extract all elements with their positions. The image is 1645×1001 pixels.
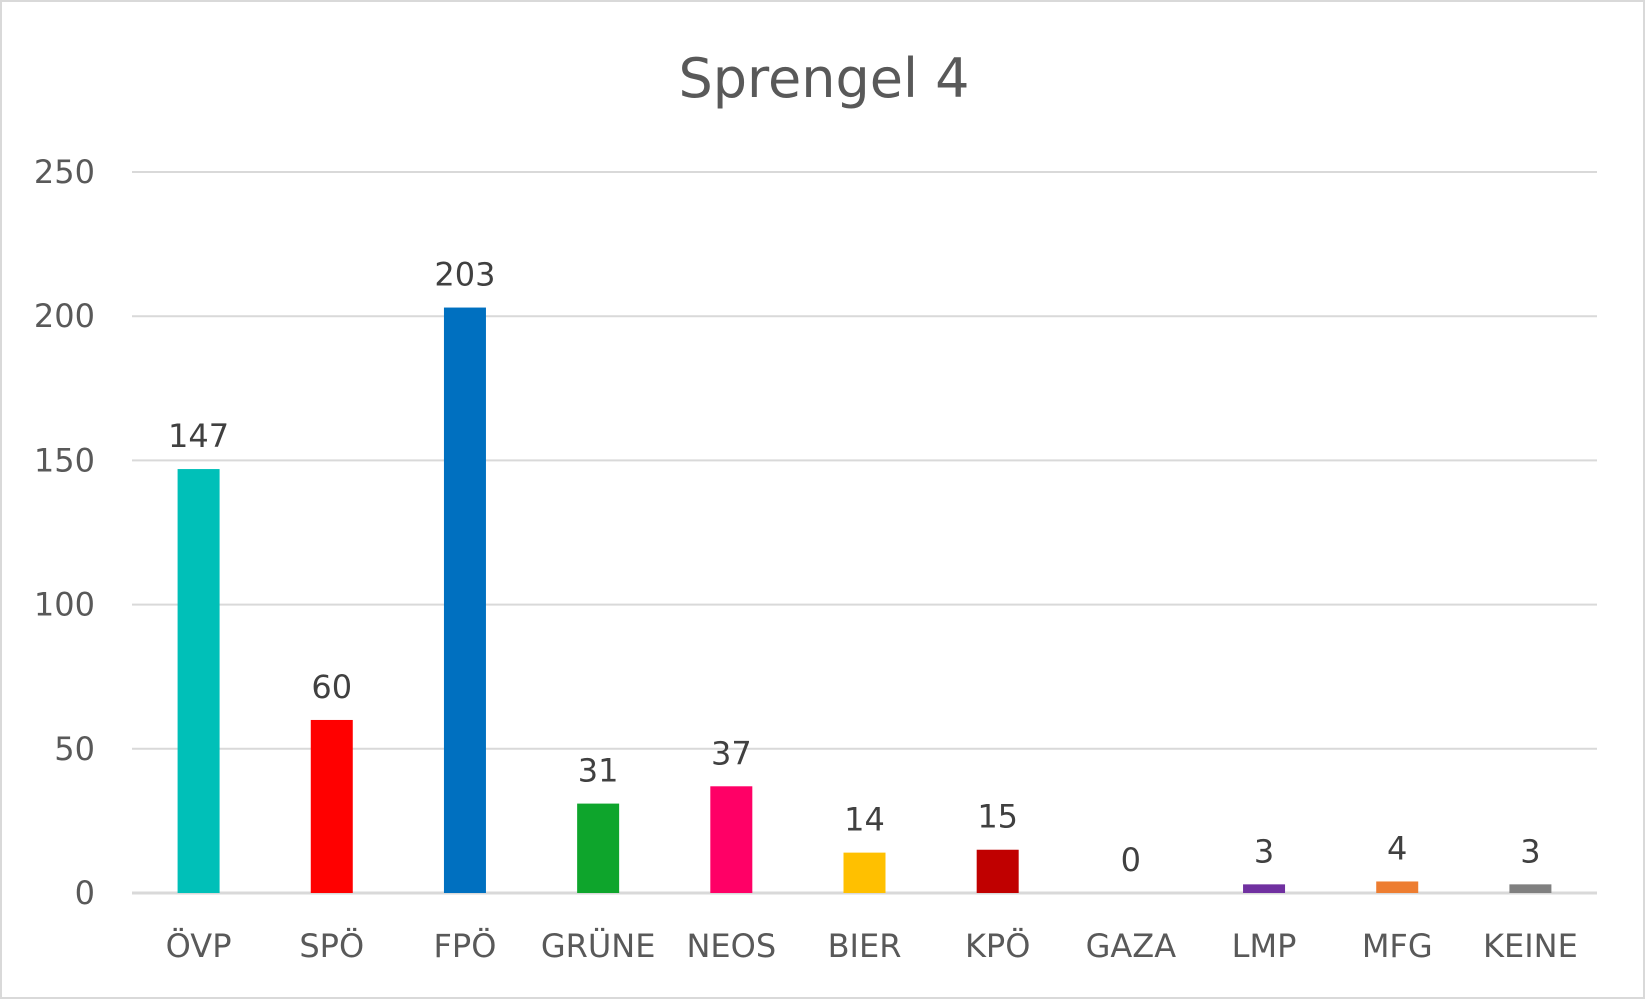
x-category-label: BIER <box>828 927 902 965</box>
x-category-label: NEOS <box>686 927 776 965</box>
gridlines <box>132 171 1597 895</box>
bar-bier <box>843 852 886 893</box>
data-labels: 147 60 203 31 37 14 15 0 3 4 3 <box>168 256 1541 879</box>
x-category-label: FPÖ <box>434 927 497 965</box>
chart-title: Sprengel 4 <box>678 47 969 110</box>
y-tick-label: 150 <box>34 441 95 479</box>
bar-grüne <box>577 803 620 893</box>
bars <box>177 307 1552 894</box>
bar-kpö <box>976 849 1019 893</box>
x-category-label: KEINE <box>1483 927 1578 965</box>
bar-neos <box>710 786 753 893</box>
data-label: 3 <box>1520 832 1540 870</box>
y-axis-ticks: 0 50 100 150 200 250 <box>34 153 95 912</box>
data-label: 31 <box>578 752 619 790</box>
x-category-label: ÖVP <box>166 927 232 965</box>
data-label: 147 <box>168 417 229 455</box>
x-category-label: GRÜNE <box>541 927 656 965</box>
data-label: 60 <box>311 668 352 706</box>
bar-mfg <box>1376 881 1419 893</box>
x-category-label: SPÖ <box>299 927 364 965</box>
x-category-label: GAZA <box>1086 927 1177 965</box>
y-tick-label: 0 <box>75 874 95 912</box>
y-tick-label: 250 <box>34 153 95 191</box>
bar-övp <box>177 469 220 893</box>
data-label: 0 <box>1121 841 1141 879</box>
data-label: 4 <box>1387 829 1407 867</box>
bar-lmp <box>1243 884 1286 893</box>
bar-keine <box>1509 884 1552 893</box>
bar-fpö <box>443 307 486 894</box>
x-category-label: MFG <box>1362 927 1433 965</box>
data-label: 37 <box>711 734 752 772</box>
y-tick-label: 200 <box>34 297 95 335</box>
x-category-label: LMP <box>1232 927 1297 965</box>
data-label: 15 <box>977 798 1018 836</box>
y-tick-label: 50 <box>54 730 95 768</box>
data-label: 3 <box>1254 832 1274 870</box>
data-label: 203 <box>434 256 495 294</box>
x-axis-categories: ÖVP SPÖ FPÖ GRÜNE NEOS BIER KPÖ GAZA LMP MFG KEINE <box>166 927 1578 965</box>
bar-spö <box>310 719 353 893</box>
x-category-label: KPÖ <box>965 927 1030 965</box>
data-label: 14 <box>844 801 885 839</box>
y-tick-label: 100 <box>34 586 95 624</box>
